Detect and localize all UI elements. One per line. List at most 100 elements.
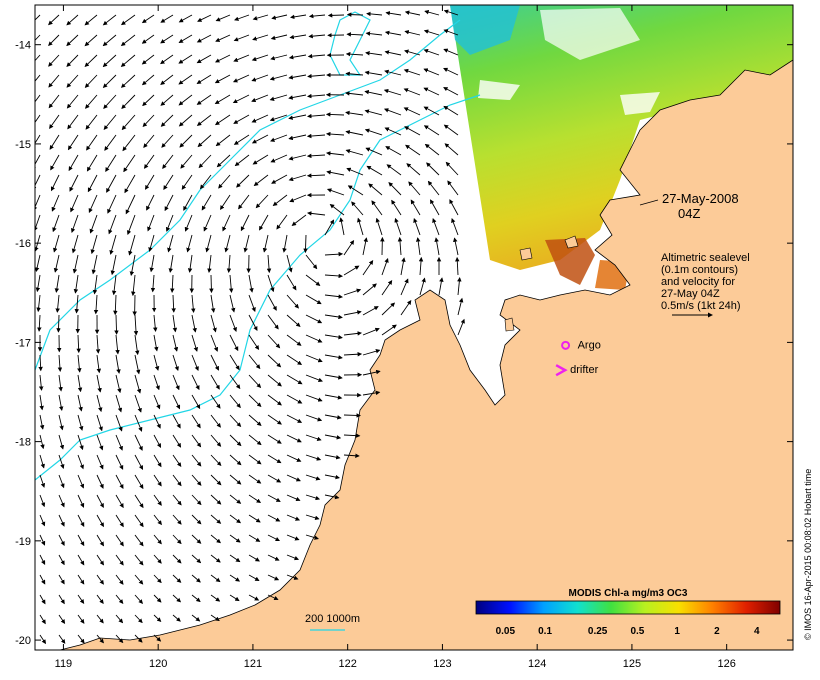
velocity-arrow <box>52 214 60 233</box>
velocity-arrow <box>210 334 219 352</box>
velocity-arrow <box>248 414 262 426</box>
velocity-arrow <box>210 454 222 467</box>
velocity-arrow <box>86 154 98 172</box>
velocity-arrow <box>345 51 364 57</box>
velocity-arrow <box>115 634 124 644</box>
velocity-arrow <box>210 314 217 333</box>
velocity-arrow <box>96 414 103 432</box>
velocity-arrow <box>92 274 98 295</box>
velocity-arrow <box>178 74 193 85</box>
velocity-arrow <box>103 114 117 130</box>
velocity-arrow <box>383 108 402 116</box>
colorbar-ramp <box>475 600 781 615</box>
velocity-arrow <box>160 94 174 106</box>
velocity-arrow <box>58 434 65 450</box>
velocity-arrow <box>248 374 262 389</box>
velocity-arrow <box>210 494 222 505</box>
island <box>564 235 579 249</box>
velocity-arrow <box>423 48 440 56</box>
velocity-arrow <box>288 134 307 141</box>
velocity-arrow <box>286 574 299 580</box>
velocity-arrow <box>146 194 155 211</box>
velocity-arrow <box>113 294 118 316</box>
velocity-arrow <box>172 494 182 506</box>
velocity-arrow <box>233 114 250 124</box>
velocity-arrow <box>172 334 179 352</box>
velocity-arrow <box>400 300 412 316</box>
velocity-arrow <box>384 50 402 56</box>
velocity-arrow <box>77 494 85 508</box>
velocity-arrow <box>96 454 104 470</box>
velocity-arrow <box>153 614 162 623</box>
velocity-arrow <box>307 93 326 99</box>
velocity-arrow <box>196 54 212 64</box>
velocity-arrow <box>229 414 242 428</box>
velocity-arrow <box>191 534 202 544</box>
velocity-arrow <box>191 454 202 467</box>
velocity-arrow <box>210 594 221 602</box>
velocity-arrow <box>89 214 98 234</box>
velocity-arrow <box>209 274 214 294</box>
velocity-arrow <box>181 174 193 190</box>
velocity-arrow <box>267 314 279 330</box>
velocity-arrow <box>172 374 180 391</box>
colorbar-title: MODIS Chl-a mg/m3 OC3 <box>569 588 688 599</box>
velocity-arrow <box>419 277 426 296</box>
velocity-arrow <box>66 14 79 26</box>
land-mass <box>59 59 793 650</box>
velocity-arrow <box>191 554 202 564</box>
velocity-arrow <box>203 214 212 232</box>
velocity-arrow <box>76 334 81 354</box>
velocity-arrow <box>129 254 136 276</box>
velocity-arrow <box>210 414 221 428</box>
velocity-arrow <box>73 274 79 294</box>
velocity-arrow <box>364 128 383 136</box>
velocity-arrow <box>305 494 321 501</box>
velocity-arrow <box>77 374 83 393</box>
velocity-arrow <box>451 218 459 236</box>
velocity-arrow <box>347 185 364 196</box>
velocity-arrow <box>234 154 250 167</box>
velocity-arrow <box>324 454 341 460</box>
velocity-arrow <box>286 414 303 423</box>
velocity-arrow <box>58 414 64 431</box>
velocity-arrow <box>449 199 459 216</box>
velocity-arrow <box>121 114 136 131</box>
velocity-arrow <box>345 71 364 77</box>
velocity-arrow <box>122 134 136 152</box>
velocity-arrow <box>267 394 282 406</box>
velocity-arrow <box>134 494 144 509</box>
velocity-arrow <box>271 174 288 184</box>
velocity-arrow <box>66 94 79 109</box>
velocity-arrow <box>438 277 444 296</box>
velocity-arrow <box>35 174 41 191</box>
velocity-arrow <box>345 130 364 136</box>
velocity-arrow <box>343 331 362 336</box>
velocity-arrow <box>134 354 141 375</box>
velocity-arrow <box>362 306 379 316</box>
y-tick-label: -18 <box>15 437 31 449</box>
velocity-arrow <box>55 294 60 313</box>
velocity-arrow <box>77 594 85 604</box>
velocity-arrow <box>77 574 85 585</box>
velocity-arrow <box>345 91 364 96</box>
velocity-arrow <box>252 14 269 21</box>
velocity-arrow <box>143 154 155 169</box>
velocity-arrow <box>305 274 321 286</box>
velocity-arrow <box>115 334 120 355</box>
velocity-arrow <box>128 234 136 256</box>
velocity-arrow <box>267 494 281 502</box>
velocity-arrow <box>306 153 326 159</box>
velocity-arrow <box>234 14 250 21</box>
velocity-arrow <box>229 514 242 524</box>
velocity-arrow <box>288 114 307 120</box>
velocity-arrow <box>115 514 124 528</box>
velocity-arrow <box>172 534 182 545</box>
axis-ticks <box>35 5 793 650</box>
velocity-arrow <box>324 219 335 236</box>
velocity-arrow <box>134 554 144 566</box>
velocity-arrow <box>305 514 320 520</box>
velocity-arrow <box>199 174 212 190</box>
velocity-arrow <box>220 194 231 211</box>
velocity-arrow <box>58 394 64 411</box>
